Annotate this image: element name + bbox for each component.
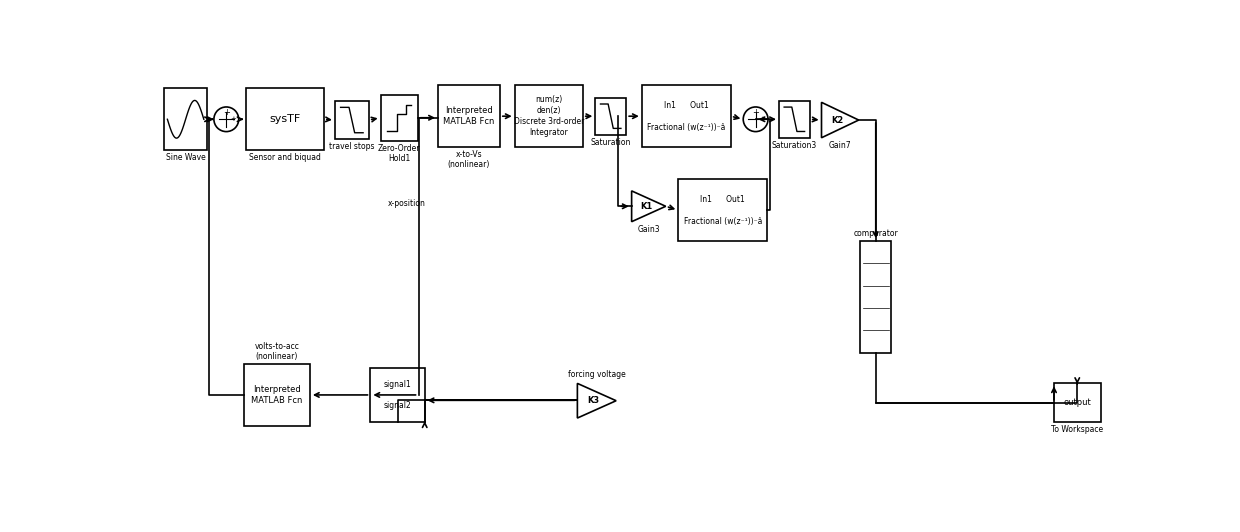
Text: Sine Wave: Sine Wave [166, 153, 206, 162]
Text: K3: K3 [588, 396, 600, 405]
Circle shape [743, 107, 768, 131]
Bar [861, 241, 892, 353]
Text: x-position: x-position [387, 198, 425, 207]
Text: Interpreted
MATLAB Fcn: Interpreted MATLAB Fcn [443, 106, 495, 126]
Bar [244, 364, 310, 426]
Bar [779, 101, 810, 138]
Text: comparator: comparator [853, 229, 898, 238]
Text: x-to-Vs
(nonlinear): x-to-Vs (nonlinear) [448, 150, 490, 170]
Polygon shape [821, 102, 858, 138]
Bar [371, 368, 424, 422]
Text: +: + [231, 117, 236, 122]
Text: Gain3: Gain3 [637, 225, 660, 234]
Polygon shape [631, 191, 666, 222]
Text: Sensor and biquad: Sensor and biquad [249, 153, 321, 162]
Bar [164, 88, 207, 150]
Bar [438, 86, 500, 147]
Bar [642, 86, 730, 147]
Bar [335, 101, 370, 139]
Text: In1      Out1

Fractional (w(z⁻¹))⁻â: In1 Out1 Fractional (w(z⁻¹))⁻â [647, 101, 725, 132]
Text: Saturation: Saturation [590, 138, 631, 147]
Bar [595, 98, 626, 135]
Bar [678, 179, 768, 241]
Text: volts-to-acc
(nonlinear): volts-to-acc (nonlinear) [254, 342, 300, 361]
Bar [1054, 384, 1101, 422]
Text: num(z)
den(z)
Discrete 3rd-order
Integrator: num(z) den(z) Discrete 3rd-order Integra… [513, 95, 584, 137]
Text: To Workspace: To Workspace [1052, 425, 1104, 434]
Text: signal2: signal2 [383, 401, 412, 410]
Text: output: output [1064, 398, 1091, 407]
Bar [381, 95, 418, 141]
Text: Saturation3: Saturation3 [771, 141, 817, 150]
Text: Zero-Order
Hold1: Zero-Order Hold1 [378, 144, 420, 163]
Polygon shape [578, 384, 616, 418]
Bar [247, 88, 324, 150]
Text: sysTF: sysTF [269, 114, 301, 124]
Text: travel stops: travel stops [329, 143, 374, 152]
Text: forcing voltage: forcing voltage [568, 370, 626, 379]
Text: +: + [760, 117, 765, 122]
Text: Interpreted
MATLAB Fcn: Interpreted MATLAB Fcn [252, 385, 303, 405]
Text: K1: K1 [640, 202, 652, 211]
Bar [515, 86, 583, 147]
Text: signal1: signal1 [383, 380, 412, 389]
Text: K2: K2 [831, 115, 843, 124]
Text: +: + [223, 108, 229, 117]
Circle shape [213, 107, 238, 131]
Text: +: + [753, 108, 759, 117]
Text: In1      Out1

Fractional (w(z⁻¹))⁻â: In1 Out1 Fractional (w(z⁻¹))⁻â [683, 195, 761, 226]
Text: Gain7: Gain7 [828, 141, 852, 150]
